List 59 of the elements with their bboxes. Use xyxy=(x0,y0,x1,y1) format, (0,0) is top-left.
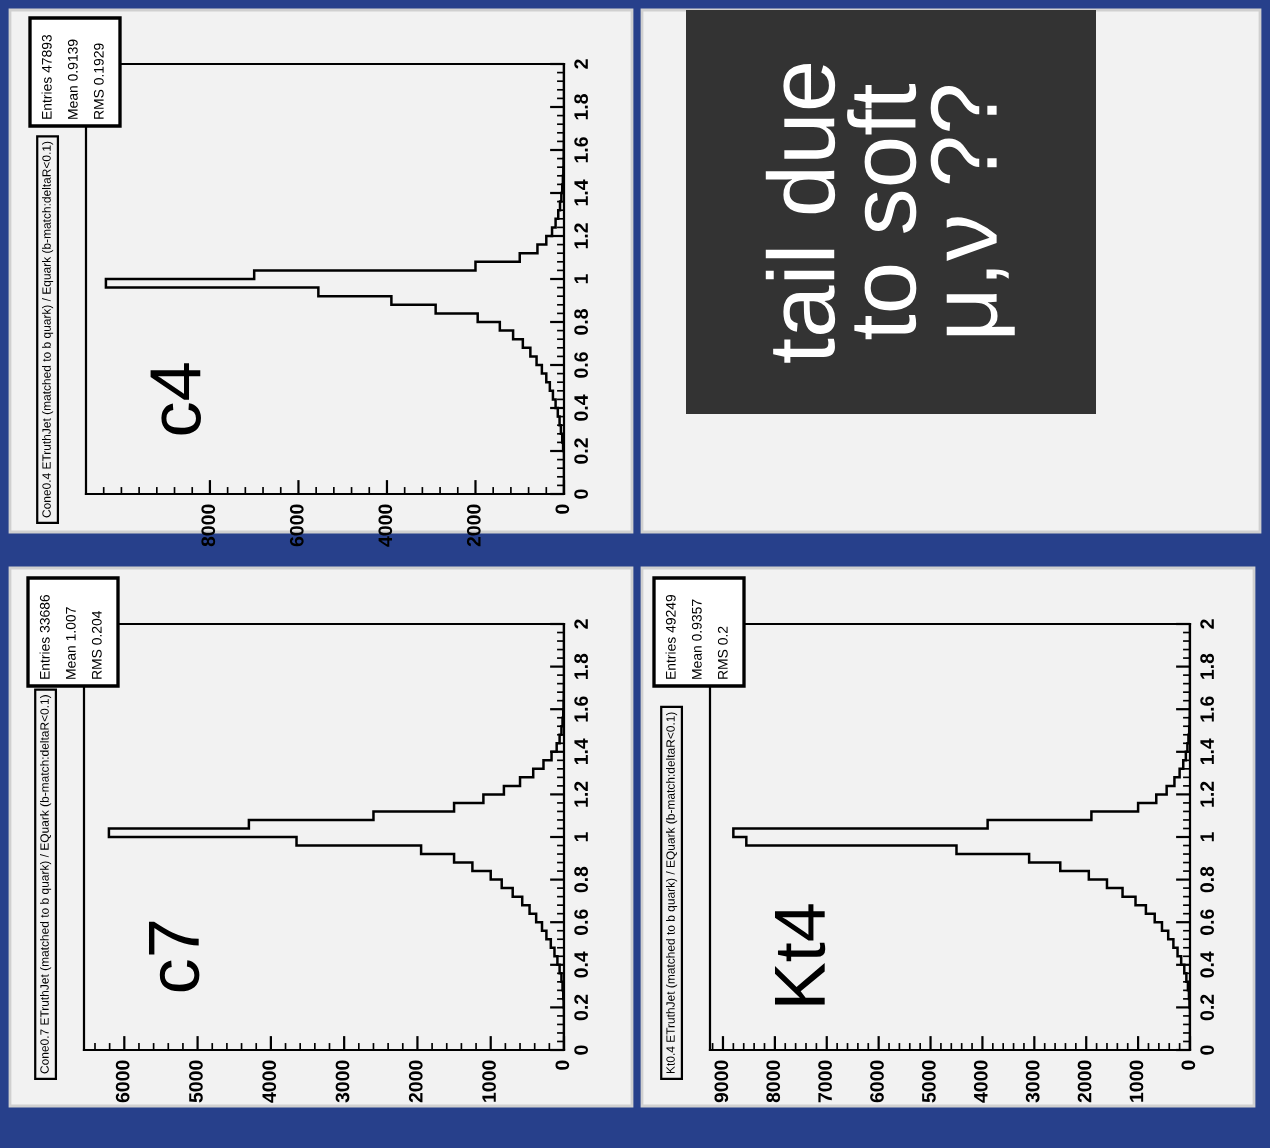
y-tick-label: 0.4 xyxy=(1200,951,1214,978)
y-tick-label: 0.2 xyxy=(574,994,588,1021)
x-tick-label: 3000 xyxy=(1025,1060,1040,1103)
y-tick-label: 0.4 xyxy=(574,951,588,978)
text: tail due to soft μ,ν ?? xyxy=(765,63,1015,363)
x-tick-label: 4000 xyxy=(262,1060,277,1103)
y-tick-label: 1.4 xyxy=(1200,738,1214,765)
y-tick-label: 1.8 xyxy=(1200,653,1214,679)
x-tick-label: 4000 xyxy=(973,1060,988,1103)
y-tick-label: 1.8 xyxy=(574,94,588,120)
x-tick-label: 6000 xyxy=(289,504,304,547)
y-tick-label: 1 xyxy=(574,832,588,842)
x-tick-label: 1000 xyxy=(1129,1060,1144,1102)
x-tick-label: 3000 xyxy=(335,1060,350,1103)
y-tick-label: 1.6 xyxy=(1200,696,1214,722)
y-tick-label: 0.2 xyxy=(574,438,588,464)
annotation: c4 xyxy=(150,363,201,435)
x-tick-label: 2000 xyxy=(1077,1060,1092,1103)
y-tick-label: 2 xyxy=(574,59,588,69)
y-tick-label: 0.8 xyxy=(1200,866,1214,893)
x-tick-label: 7000 xyxy=(818,1060,832,1103)
y-tick-label: 1.2 xyxy=(574,781,588,807)
y-tick-label: 0 xyxy=(1200,1045,1214,1055)
x-tick-label: 0 xyxy=(555,504,570,514)
annotation: Kt4 xyxy=(774,904,826,1005)
y-tick-label: 2 xyxy=(1200,619,1214,629)
y-tick-label: 1.8 xyxy=(574,653,588,679)
y-tick-label: 1.2 xyxy=(1200,781,1214,807)
y-tick-label: 1.2 xyxy=(574,223,588,249)
x-tick-label: 6000 xyxy=(870,1060,884,1103)
y-tick-label: 1.4 xyxy=(574,738,588,765)
y-tick-label: 1.6 xyxy=(574,137,588,163)
annotation: c7 xyxy=(148,921,200,992)
y-tick-label: 0.8 xyxy=(574,866,588,893)
y-tick-label: 0.2 xyxy=(1200,994,1214,1021)
y-tick-label: 1 xyxy=(574,274,588,284)
x-tick-label: 5000 xyxy=(921,1060,936,1103)
y-tick-label: 0 xyxy=(574,1045,588,1055)
y-tick-label: 0.6 xyxy=(1200,909,1214,935)
x-tick-label: 8000 xyxy=(766,1060,781,1103)
x-tick-label: 4000 xyxy=(378,504,393,547)
x-tick-label: 9000 xyxy=(714,1060,729,1103)
y-tick-label: 0.6 xyxy=(574,909,588,935)
x-tick-label: 1000 xyxy=(482,1060,496,1102)
x-tick-label: 2000 xyxy=(466,504,481,547)
y-tick-label: 0 xyxy=(574,489,588,499)
x-tick-label: 8000 xyxy=(201,504,216,547)
y-tick-label: 0.4 xyxy=(574,394,588,421)
x-tick-label: 5000 xyxy=(189,1060,203,1103)
y-tick-label: 1.4 xyxy=(574,179,588,206)
x-tick-label: 6000 xyxy=(115,1060,130,1103)
x-tick-label: 0 xyxy=(555,1060,570,1070)
x-tick-label: 2000 xyxy=(408,1060,423,1103)
y-tick-label: 1 xyxy=(1200,832,1214,842)
y-tick-label: 2 xyxy=(574,619,588,629)
y-tick-label: 1.6 xyxy=(574,696,588,722)
y-tick-label: 0.8 xyxy=(574,309,588,335)
x-tick-label: 0 xyxy=(1181,1060,1196,1070)
y-tick-label: 0.6 xyxy=(574,352,588,378)
